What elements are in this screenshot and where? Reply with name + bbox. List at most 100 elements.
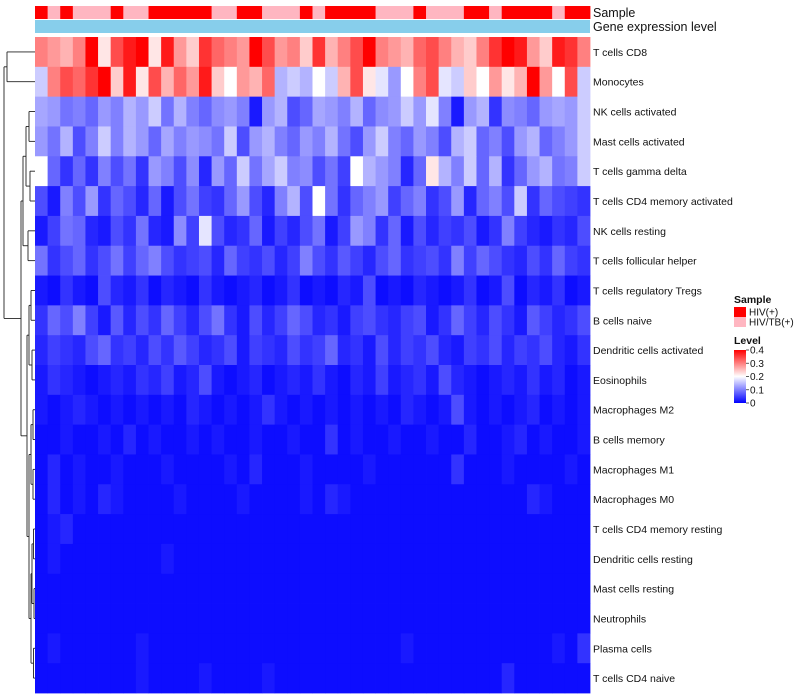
heatmap-cell bbox=[72, 633, 86, 664]
heatmap-cell bbox=[451, 484, 465, 515]
heatmap-cell bbox=[577, 424, 591, 455]
heatmap-cell bbox=[85, 543, 99, 575]
heatmap-cell bbox=[262, 37, 276, 68]
heatmap-cell bbox=[539, 603, 553, 634]
sample-annotation-cell bbox=[337, 6, 351, 19]
heatmap-cell bbox=[552, 186, 566, 217]
heatmap-cell bbox=[173, 484, 187, 515]
heatmap-cell bbox=[60, 96, 74, 127]
heatmap-cell bbox=[526, 514, 540, 545]
heatmap-cell bbox=[526, 96, 540, 127]
heatmap-cell bbox=[526, 37, 540, 68]
sample-annotation-cell bbox=[198, 6, 212, 19]
heatmap-cell bbox=[224, 37, 238, 68]
heatmap-cell bbox=[413, 37, 427, 68]
heatmap-cell bbox=[135, 305, 149, 336]
heatmap-cell bbox=[337, 335, 351, 366]
heatmap-cell bbox=[337, 245, 351, 276]
heatmap-cell bbox=[72, 126, 86, 157]
heatmap-cell bbox=[514, 424, 528, 455]
heatmap-cell bbox=[110, 126, 124, 157]
heatmap-cell bbox=[312, 275, 326, 306]
heatmap-cell bbox=[211, 603, 225, 634]
heatmap-cell bbox=[463, 603, 477, 634]
heatmap-cell bbox=[211, 275, 225, 306]
heatmap-cell bbox=[451, 365, 465, 396]
heatmap-cell bbox=[426, 215, 440, 247]
sample-annotation-cell bbox=[148, 6, 162, 19]
heatmap-cell bbox=[98, 454, 112, 485]
heatmap-cell bbox=[526, 245, 540, 276]
heatmap-cell bbox=[362, 215, 376, 247]
heatmap-cell bbox=[236, 603, 250, 634]
heatmap-cell bbox=[388, 37, 402, 68]
heatmap-cell bbox=[362, 663, 376, 694]
heatmap-cell bbox=[476, 156, 490, 187]
heatmap-cell bbox=[350, 484, 364, 515]
heatmap-cell bbox=[211, 573, 225, 604]
sample-annotation-cell bbox=[47, 6, 61, 19]
heatmap-cell bbox=[287, 215, 301, 247]
heatmap-cell bbox=[451, 215, 465, 247]
heatmap-cell bbox=[312, 215, 326, 247]
heatmap-cell bbox=[388, 335, 402, 366]
heatmap-cell bbox=[161, 484, 175, 515]
heatmap-cell bbox=[400, 215, 414, 247]
heatmap-cell bbox=[299, 186, 313, 217]
heatmap-cell bbox=[123, 633, 137, 664]
heatmap-cell bbox=[350, 603, 364, 634]
heatmap-cell bbox=[161, 186, 175, 217]
heatmap-cell bbox=[161, 66, 175, 98]
heatmap-cell bbox=[388, 365, 402, 396]
heatmap-cell bbox=[299, 424, 313, 455]
heatmap-cell bbox=[476, 394, 490, 426]
heatmap-cell bbox=[413, 633, 427, 664]
heatmap-cell bbox=[98, 484, 112, 515]
heatmap-cell bbox=[224, 514, 238, 545]
heatmap-cell bbox=[173, 663, 187, 694]
heatmap-cell bbox=[564, 96, 578, 127]
heatmap-cell bbox=[262, 275, 276, 306]
heatmap-cell bbox=[274, 275, 288, 306]
heatmap-cell bbox=[148, 126, 162, 157]
heatmap-cell bbox=[299, 633, 313, 664]
heatmap-cell bbox=[299, 37, 313, 68]
heatmap-cell bbox=[350, 126, 364, 157]
heatmap-cell bbox=[198, 335, 212, 366]
heatmap-cell bbox=[451, 543, 465, 575]
heatmap-cell bbox=[312, 633, 326, 664]
heatmap-cell bbox=[274, 126, 288, 157]
heatmap-cell bbox=[463, 126, 477, 157]
heatmap-cell bbox=[211, 365, 225, 396]
heatmap-cell bbox=[85, 365, 99, 396]
heatmap-cell bbox=[526, 156, 540, 187]
heatmap-cell bbox=[501, 96, 515, 127]
heatmap-cell bbox=[35, 37, 49, 68]
heatmap-cell bbox=[564, 126, 578, 157]
heatmap-cell bbox=[577, 186, 591, 217]
heatmap-cell bbox=[72, 394, 86, 426]
heatmap-cell bbox=[287, 66, 301, 98]
heatmap-cell bbox=[362, 573, 376, 604]
heatmap-cell bbox=[110, 663, 124, 694]
heatmap-cell bbox=[577, 454, 591, 485]
heatmap-cell bbox=[85, 424, 99, 455]
heatmap-cell bbox=[211, 514, 225, 545]
heatmap-cell bbox=[135, 573, 149, 604]
heatmap-cell bbox=[249, 66, 263, 98]
heatmap-cell bbox=[224, 573, 238, 604]
heatmap-cell bbox=[85, 156, 99, 187]
heatmap-cell bbox=[211, 484, 225, 515]
heatmap-cell bbox=[211, 424, 225, 455]
heatmap-cell bbox=[274, 365, 288, 396]
heatmap-cell bbox=[552, 543, 566, 575]
heatmap-cell bbox=[85, 573, 99, 604]
heatmap-cell bbox=[161, 543, 175, 575]
heatmap-cell bbox=[198, 156, 212, 187]
heatmap-cell bbox=[135, 365, 149, 396]
heatmap-cell bbox=[489, 454, 503, 485]
heatmap-cell bbox=[388, 603, 402, 634]
heatmap-cell bbox=[123, 275, 137, 306]
heatmap-cell bbox=[148, 66, 162, 98]
row-label: Mast cells activated bbox=[593, 136, 685, 148]
